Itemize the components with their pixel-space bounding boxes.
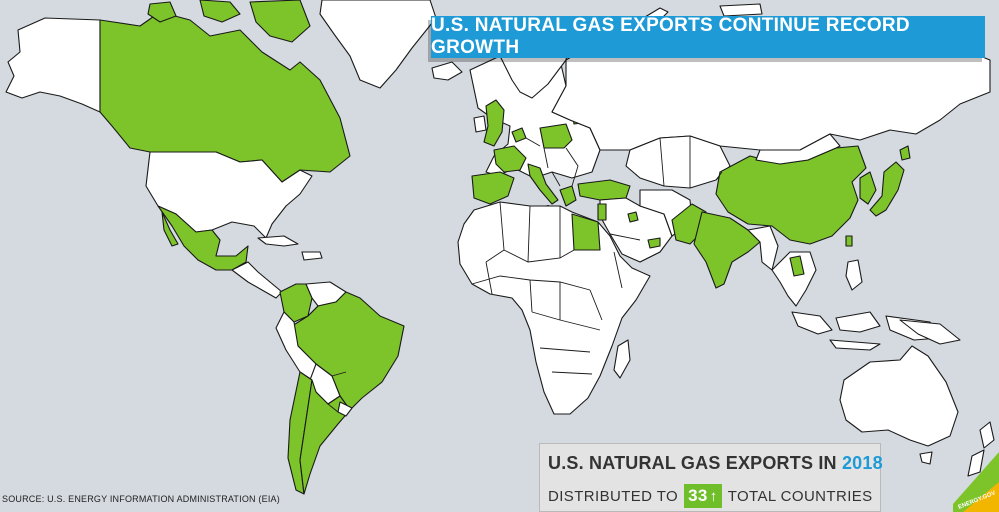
source-note: SOURCE: U.S. ENERGY INFORMATION ADMINIST… bbox=[2, 494, 280, 504]
central-america-land bbox=[231, 261, 283, 299]
thailand-land bbox=[789, 255, 805, 277]
europe-land bbox=[469, 47, 601, 179]
alaska-land bbox=[5, 17, 101, 113]
up-arrow-icon: ↑ bbox=[709, 487, 718, 505]
iceland-land bbox=[431, 61, 463, 81]
italy-land bbox=[527, 163, 559, 205]
greenland-land bbox=[319, 0, 437, 89]
france-land bbox=[493, 145, 527, 173]
japan-land bbox=[869, 145, 911, 217]
uae-land bbox=[647, 237, 661, 249]
distributed-prefix: DISTRIBUTED TO bbox=[548, 487, 679, 505]
distributed-suffix: TOTAL COUNTRIES bbox=[727, 487, 873, 505]
baja-land bbox=[161, 211, 179, 247]
mongolia-land bbox=[755, 133, 841, 165]
uruguay-land bbox=[337, 401, 353, 417]
turkey-land bbox=[577, 179, 631, 201]
ireland-land bbox=[473, 115, 487, 133]
greece-land bbox=[559, 185, 577, 207]
mexico-land bbox=[157, 205, 249, 271]
distribution-line: DISTRIBUTED TO 33 ↑ TOTAL COUNTRIES bbox=[548, 484, 873, 508]
kuwait-land bbox=[627, 211, 639, 223]
india-land bbox=[693, 211, 761, 289]
panel-year: 2018 bbox=[841, 453, 883, 473]
europe-borders bbox=[525, 127, 601, 187]
uk-land bbox=[483, 99, 505, 147]
panel-title-text: U.S. NATURAL GAS EXPORTS IN bbox=[548, 453, 837, 473]
arctic-islands bbox=[147, 0, 311, 43]
caribbean-islands bbox=[257, 235, 323, 261]
egypt-land bbox=[571, 213, 601, 251]
africa-land bbox=[457, 201, 651, 415]
southeast-asia-land bbox=[771, 251, 817, 307]
headline-banner: U.S. NATURAL GAS EXPORTS CONTINUE RECORD… bbox=[431, 15, 985, 58]
iberia-land bbox=[471, 171, 515, 205]
argentina-land bbox=[299, 379, 351, 495]
korea-land bbox=[859, 171, 877, 205]
canada-land bbox=[99, 11, 351, 183]
africa-borders bbox=[471, 201, 623, 375]
country-count: 33 bbox=[688, 486, 708, 505]
philippines-land bbox=[845, 259, 863, 291]
jordan-land bbox=[597, 203, 607, 221]
tasmania-land bbox=[919, 451, 933, 465]
taiwan-land bbox=[845, 235, 853, 247]
panel-title: U.S. NATURAL GAS EXPORTS IN 2018 bbox=[548, 453, 883, 474]
export-summary-panel: U.S. NATURAL GAS EXPORTS IN 2018 DISTRIB… bbox=[539, 443, 883, 512]
papua-land bbox=[899, 319, 961, 345]
new-zealand-land bbox=[967, 421, 995, 477]
madagascar-land bbox=[613, 339, 631, 379]
headline-text: U.S. NATURAL GAS EXPORTS CONTINUE RECORD… bbox=[431, 15, 910, 58]
asia-borders bbox=[609, 136, 723, 263]
australia-land bbox=[839, 345, 959, 447]
south-america-borders bbox=[307, 305, 347, 413]
poland-land bbox=[539, 123, 573, 149]
country-count-badge: 33 ↑ bbox=[684, 484, 722, 508]
energy-gov-logo: ENERGY.GOV bbox=[953, 452, 999, 512]
